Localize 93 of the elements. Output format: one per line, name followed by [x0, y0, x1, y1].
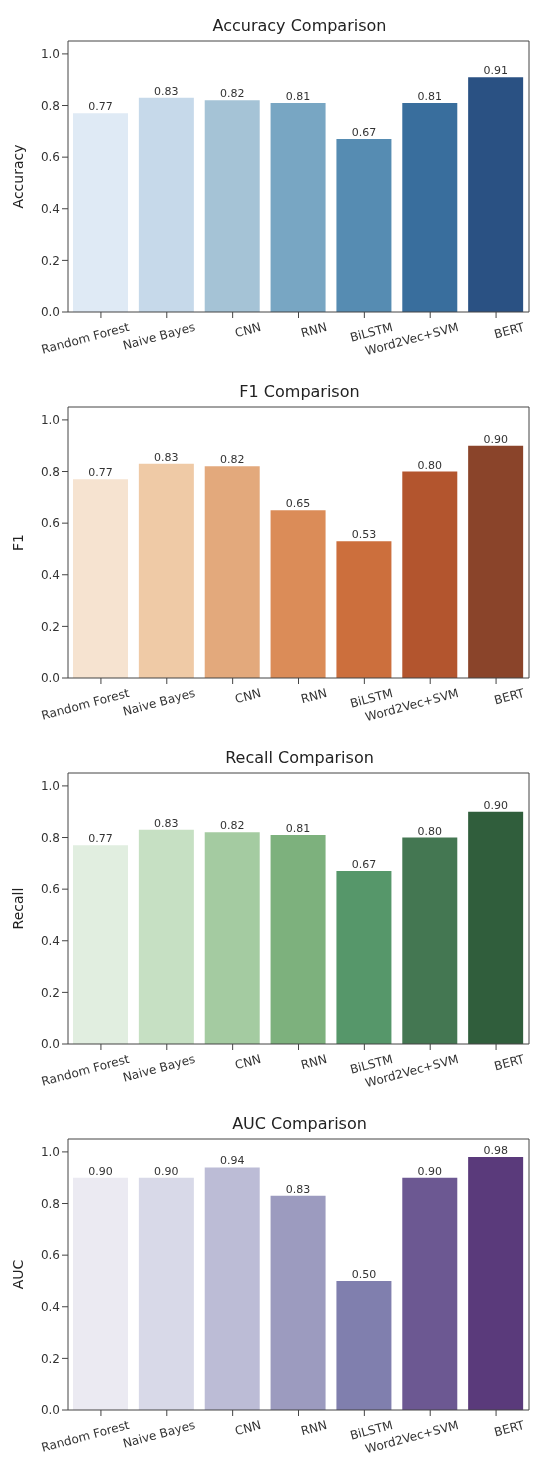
bar	[468, 1157, 524, 1410]
bar	[73, 113, 128, 312]
x-tick-label: CNN	[233, 1417, 263, 1439]
chart-title: AUC Comparison	[231, 1114, 368, 1133]
data-label: 0.91	[483, 64, 508, 78]
x-tick-label: RNN	[299, 1051, 329, 1073]
y-tick-label: 0.6	[40, 1248, 60, 1263]
chart-title: Recall Comparison	[224, 748, 375, 767]
data-label: 0.80	[417, 458, 443, 472]
data-label: 0.81	[285, 821, 311, 835]
data-label: 0.81	[285, 89, 311, 103]
y-tick-label: 0.8	[40, 464, 60, 479]
chart-title: Accuracy Comparison	[211, 16, 388, 35]
y-tick-label: 0.6	[40, 516, 60, 531]
y-tick-label: 0.4	[40, 1300, 60, 1315]
data-label: 0.80	[417, 824, 443, 838]
data-label: 0.82	[219, 819, 245, 833]
bar	[204, 100, 260, 312]
y-tick-label: 0.2	[40, 253, 60, 268]
bar	[138, 97, 194, 312]
x-tick-label: BERT	[492, 1417, 527, 1440]
data-label: 0.83	[285, 1182, 311, 1196]
x-tick-label: BERT	[492, 319, 527, 342]
data-label: 0.67	[351, 126, 377, 140]
y-tick-label: 1.0	[40, 413, 60, 428]
data-label: 0.90	[483, 432, 508, 446]
y-axis-title: F1	[9, 534, 26, 551]
x-tick-label: BERT	[492, 685, 527, 708]
x-tick-label: RNN	[299, 1417, 329, 1439]
data-label: 0.98	[483, 1144, 508, 1158]
data-label: 0.90	[154, 1164, 179, 1178]
data-label: 0.65	[285, 497, 311, 511]
y-tick-label: 0.0	[40, 1403, 60, 1418]
bar	[138, 463, 194, 678]
y-tick-label: 1.0	[40, 1145, 60, 1160]
data-label: 0.50	[351, 1267, 377, 1281]
bar	[138, 1177, 194, 1410]
bar	[336, 1280, 392, 1410]
y-tick-label: 0.0	[40, 1037, 60, 1052]
y-tick-label: 0.6	[40, 882, 60, 897]
y-tick-label: 1.0	[40, 47, 60, 62]
bar	[468, 77, 524, 312]
data-label: 0.77	[88, 466, 113, 480]
y-axis-title: Accuracy	[9, 144, 26, 209]
bar	[468, 445, 524, 678]
chart-title: F1 Comparison	[238, 382, 361, 401]
y-tick-label: 0.2	[40, 1351, 60, 1366]
y-tick-label: 0.0	[40, 671, 60, 686]
bar	[270, 510, 326, 678]
y-axis-title: AUC	[9, 1259, 26, 1290]
x-tick-label: RNN	[299, 319, 329, 341]
y-tick-label: 0.4	[40, 934, 60, 949]
x-tick-label: CNN	[233, 685, 263, 707]
y-tick-label: 0.2	[40, 619, 60, 634]
bar	[204, 1167, 260, 1410]
x-tick-label: BERT	[492, 1051, 527, 1074]
bar	[204, 466, 260, 678]
data-label: 0.77	[88, 832, 113, 846]
data-label: 0.81	[417, 89, 443, 103]
y-tick-label: 0.8	[40, 1196, 60, 1211]
x-tick-label: RNN	[299, 685, 329, 707]
y-tick-label: 0.6	[40, 150, 60, 165]
y-tick-label: 0.8	[40, 830, 60, 845]
bar	[336, 541, 392, 678]
data-label: 0.82	[219, 453, 245, 467]
bar	[270, 102, 326, 312]
y-axis-title: Recall	[9, 887, 26, 930]
bar	[402, 1177, 458, 1410]
y-tick-label: 1.0	[40, 779, 60, 794]
data-label: 0.90	[88, 1164, 113, 1178]
data-label: 0.53	[351, 528, 377, 542]
bar	[402, 471, 458, 678]
data-label: 0.94	[219, 1154, 245, 1168]
x-tick-label: CNN	[233, 319, 263, 341]
y-tick-label: 0.2	[40, 985, 60, 1000]
bar	[336, 139, 392, 312]
x-tick-label: CNN	[233, 1051, 263, 1073]
data-label: 0.82	[219, 87, 245, 101]
y-tick-label: 0.8	[40, 98, 60, 113]
data-label: 0.77	[88, 100, 113, 114]
bar	[73, 479, 128, 678]
data-label: 0.67	[351, 858, 377, 872]
y-tick-label: 0.4	[40, 202, 60, 217]
data-label: 0.90	[417, 1164, 443, 1178]
data-label: 0.83	[154, 816, 179, 830]
bar	[73, 1177, 128, 1410]
data-label: 0.83	[154, 450, 179, 464]
y-tick-label: 0.4	[40, 568, 60, 583]
y-tick-label: 0.0	[40, 305, 60, 320]
data-label: 0.83	[154, 84, 179, 98]
bar	[402, 102, 458, 312]
data-label: 0.90	[483, 798, 508, 812]
bar	[270, 1195, 326, 1410]
